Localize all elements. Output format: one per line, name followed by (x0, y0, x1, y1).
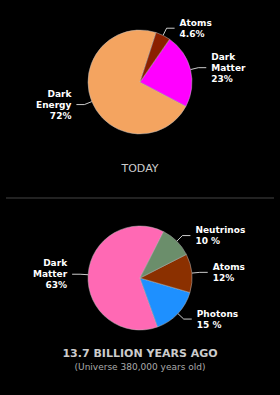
svg-text:15 %: 15 % (197, 320, 222, 330)
svg-text:4.6%: 4.6% (180, 29, 205, 39)
svg-text:Matter: Matter (33, 269, 68, 279)
svg-text:Dark: Dark (43, 258, 68, 268)
svg-text:(Universe 380,000 years old): (Universe 380,000 years old) (75, 362, 206, 372)
svg-text:Atoms: Atoms (213, 262, 245, 272)
svg-text:TODAY: TODAY (120, 162, 158, 175)
svg-text:10 %: 10 % (195, 236, 220, 246)
svg-text:Dark: Dark (47, 89, 72, 99)
svg-text:Matter: Matter (211, 63, 246, 73)
svg-text:23%: 23% (211, 74, 233, 84)
svg-text:13.7 BILLION YEARS AGO: 13.7 BILLION YEARS AGO (62, 347, 217, 360)
svg-text:72%: 72% (50, 111, 72, 121)
svg-text:63%: 63% (46, 280, 68, 290)
svg-text:Dark: Dark (211, 52, 236, 62)
svg-text:Neutrinos: Neutrinos (195, 225, 245, 235)
svg-text:Energy: Energy (36, 100, 72, 110)
svg-text:Atoms: Atoms (180, 18, 212, 28)
svg-text:12%: 12% (213, 273, 235, 283)
svg-text:Photons: Photons (197, 309, 238, 319)
